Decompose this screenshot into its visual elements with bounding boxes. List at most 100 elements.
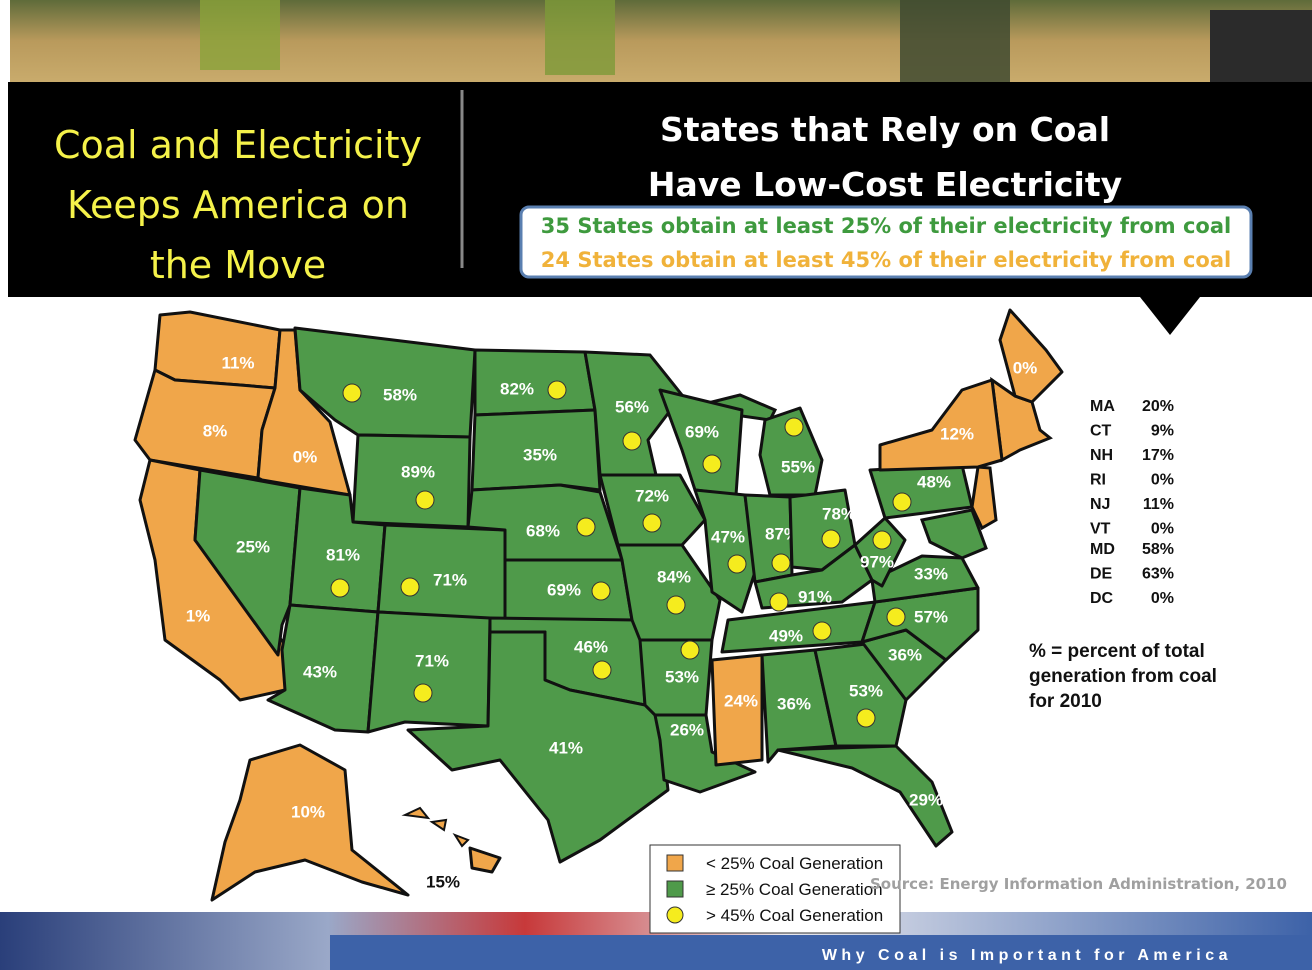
state-label: 56% [615, 397, 649, 416]
small-state-value: 9% [1151, 423, 1174, 440]
state-label: 43% [303, 662, 337, 681]
state-part [970, 465, 998, 531]
coal-dot [547, 380, 567, 400]
coal-dot [592, 660, 612, 680]
island [452, 832, 470, 848]
state [710, 653, 764, 767]
content: 11% 8% 1% 0% 25% 58% 89% 81% 71% 43% 71% 82% 35% 68% 6… [133, 308, 1064, 902]
coal-dot [856, 708, 876, 728]
title-line: Keeps America on [67, 183, 409, 227]
state-label: 36% [777, 694, 811, 713]
coal-dot [784, 417, 804, 437]
small-state-name: MD [1090, 541, 1115, 558]
state-label: 33% [914, 564, 948, 583]
state-label: 71% [415, 651, 449, 670]
photo-barn [1210, 10, 1312, 82]
state-label: 53% [849, 681, 883, 700]
state-label: 11% [221, 353, 254, 372]
legend-swatch [666, 880, 684, 898]
coal-dot [702, 454, 722, 474]
state-label: 49% [769, 626, 803, 645]
stat-line: 24 States obtain at least 45% of their e… [541, 248, 1231, 272]
state-label: 72% [635, 486, 669, 505]
state-label: 71% [433, 570, 467, 589]
title-line: Coal and Electricity [54, 123, 422, 167]
state-label: 81% [326, 545, 360, 564]
small-state-name: NH [1090, 447, 1113, 464]
small-state-value: 63% [1142, 566, 1174, 583]
state-label: 36% [888, 645, 922, 664]
small-state-name: DE [1090, 566, 1113, 583]
state-label: 0% [1013, 358, 1038, 377]
coal-dot [886, 607, 906, 627]
banner-pointer [1140, 297, 1200, 335]
small-state-value: 11% [1143, 496, 1174, 513]
legend-label: > 45% Coal Generation [706, 906, 883, 925]
note-line: % = percent of total [1029, 641, 1205, 662]
coal-dot [771, 553, 791, 573]
state-label: 41% [549, 738, 583, 757]
coal-dot [680, 640, 700, 660]
coal-dot [892, 492, 912, 512]
state [210, 743, 410, 902]
state-label: 69% [685, 422, 719, 441]
coal-dot [666, 595, 686, 615]
state [366, 610, 492, 734]
state-label: 24% [724, 691, 758, 710]
footer: Why Coal is Important for America [822, 947, 1232, 964]
note-line: generation from coal [1029, 666, 1217, 687]
state-label: 68% [526, 521, 560, 540]
coal-dot [872, 530, 892, 550]
small-state-value: 0% [1151, 590, 1174, 607]
coal-dot [591, 581, 611, 601]
coal-dot [812, 621, 832, 641]
photo-machine [545, 0, 615, 75]
coal-dot [415, 490, 435, 510]
subtitle-line: Have Low-Cost Electricity [648, 165, 1122, 204]
state [653, 713, 757, 794]
state-label: 29% [909, 790, 943, 809]
stat-line: 35 States obtain at least 25% of their e… [541, 214, 1231, 238]
state-label: 1% [186, 606, 211, 625]
state [776, 744, 954, 848]
state-label: 15% [426, 872, 460, 891]
state-label: 47% [711, 527, 745, 546]
small-state-value: 0% [1151, 472, 1174, 489]
state-label: 58% [383, 385, 417, 404]
state [598, 473, 707, 547]
small-state-value: 58% [1142, 541, 1174, 558]
state-label: 57% [914, 607, 948, 626]
state-label: 91% [798, 587, 832, 606]
footer-bar [330, 935, 1312, 970]
state [406, 630, 670, 864]
photo-machine [200, 0, 280, 70]
state-label: 0% [293, 447, 318, 466]
state [583, 350, 684, 477]
small-state-name: CT [1090, 423, 1112, 440]
state-label: 82% [500, 379, 534, 398]
island [429, 818, 448, 832]
state-label: 46% [574, 637, 608, 656]
stats-box [519, 205, 1253, 279]
state-label: 69% [547, 580, 581, 599]
legend-label: < 25% Coal Generation [706, 854, 883, 873]
photo-machine [900, 0, 1010, 82]
source: Source: Energy Information Administratio… [870, 875, 1287, 893]
state-label: 97% [860, 552, 894, 571]
coal-dot [622, 431, 642, 451]
small-state-name: VT [1090, 521, 1111, 538]
subtitle-line: States that Rely on Coal [660, 110, 1110, 149]
coal-dot [769, 592, 789, 612]
state [468, 846, 502, 874]
state-part [919, 508, 988, 560]
state [153, 310, 282, 390]
coal-dot [642, 513, 662, 533]
island [401, 806, 431, 820]
state-label: 55% [781, 457, 815, 476]
small-state-value: 20% [1142, 398, 1174, 415]
note-line: for 2010 [1029, 691, 1102, 712]
state [616, 543, 722, 642]
state-label: 26% [670, 720, 704, 739]
state [998, 308, 1064, 404]
